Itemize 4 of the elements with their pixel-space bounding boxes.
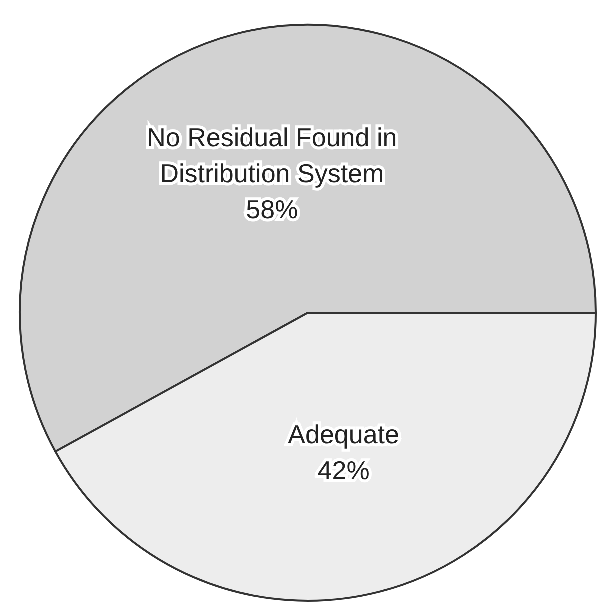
data-label: 58% xyxy=(246,194,298,225)
slice-label: No Residual Found in Distribution System xyxy=(147,122,398,189)
slice-label: Adequate xyxy=(288,419,400,450)
data-label: 42% xyxy=(318,455,370,486)
